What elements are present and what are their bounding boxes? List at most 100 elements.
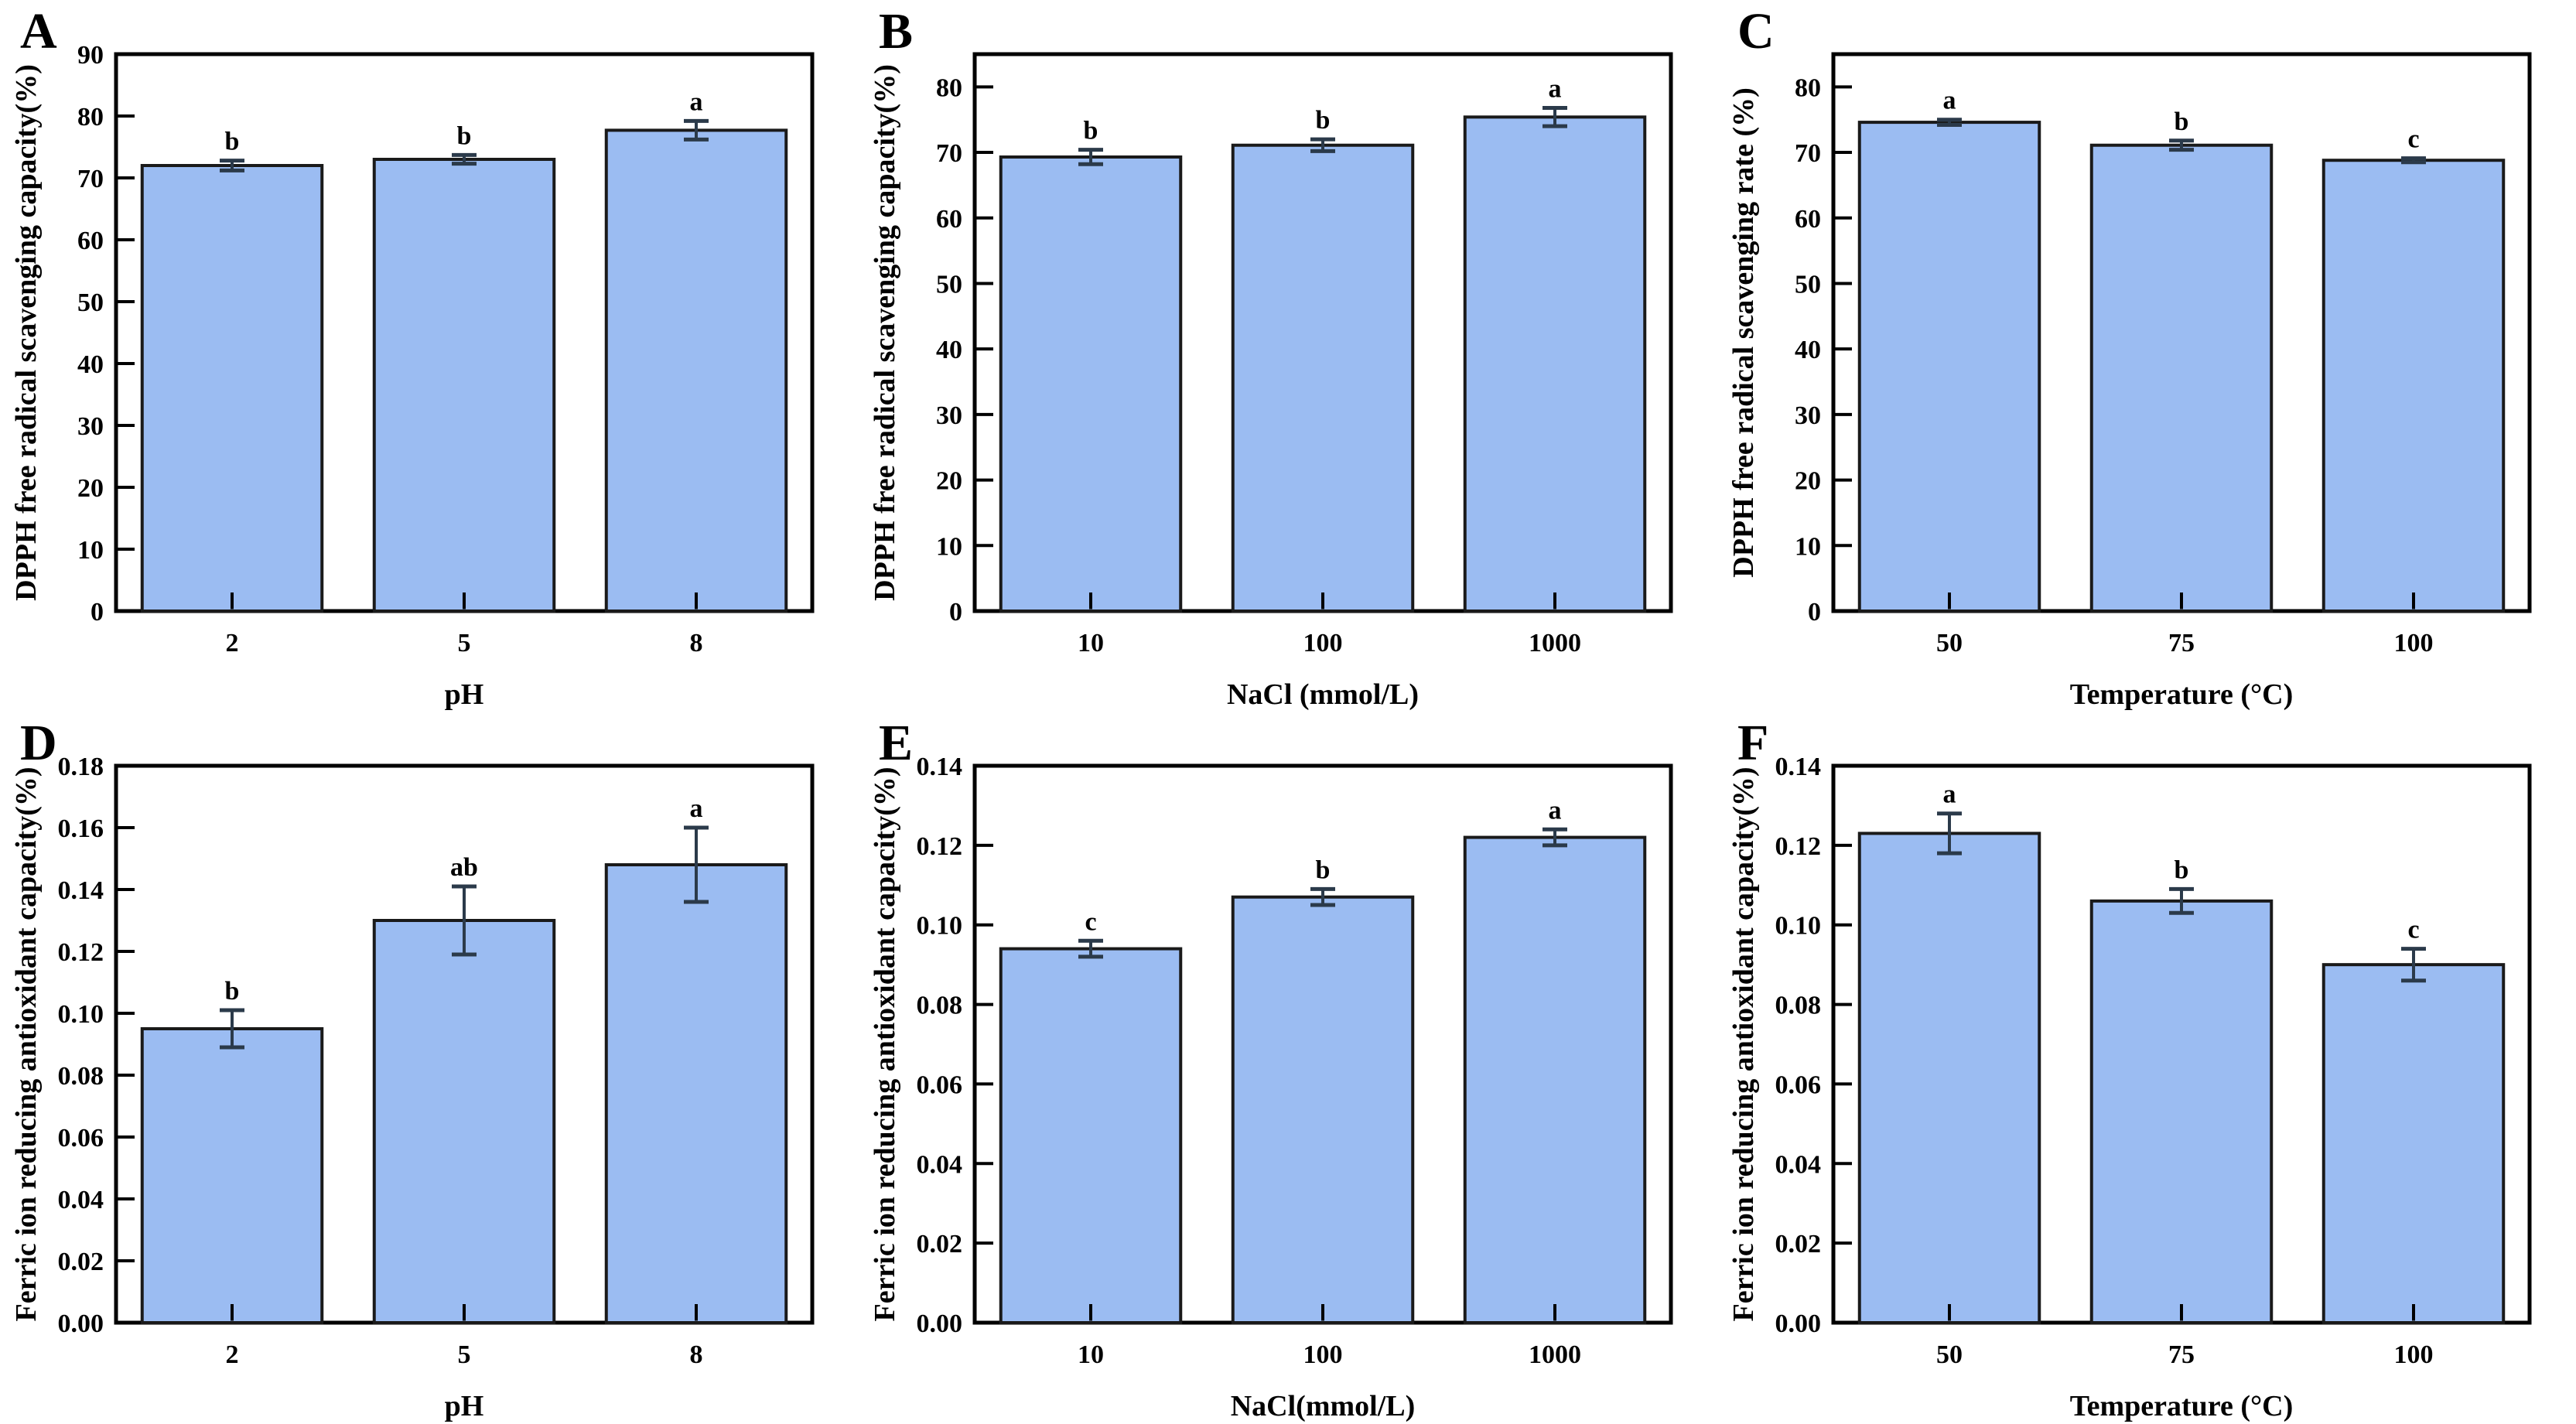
bar-chart-f: F 0.00 0.02 0.04 0.06 0.08 0.10 0.12 0.14 a 50 b 75 c… [1727, 715, 2532, 1422]
y-tick-label: 0.02 [1775, 1230, 1822, 1258]
y-axis-title: DPPH free radical scavenging capacity(%) [869, 64, 901, 601]
significance-letter: a [1943, 87, 1956, 115]
significance-letter: b [1084, 117, 1098, 145]
bar [999, 947, 1183, 1324]
bar-chart-e: E 0.00 0.02 0.04 0.06 0.08 0.10 0.12 0.14 c 10 b 100… [869, 715, 1673, 1422]
x-tick-label: 1000 [1529, 629, 1581, 657]
bar [372, 919, 556, 1324]
y-tick-label: 0.16 [58, 814, 104, 843]
y-tick-label: 60 [1795, 205, 1821, 234]
y-axis-title: Ferric ion reducing antioxidant capacity… [1727, 767, 1760, 1321]
y-tick-label: 0.00 [1775, 1310, 1822, 1338]
x-tick-label: 10 [1078, 1340, 1104, 1369]
y-tick-label: 0.00 [58, 1310, 104, 1338]
y-tick-label: 20 [936, 467, 962, 496]
y-tick-label: 70 [77, 165, 104, 193]
x-tick-label: 100 [2394, 1340, 2434, 1369]
significance-letter: c [2407, 916, 2419, 944]
x-tick-label: 1000 [1529, 1340, 1581, 1369]
y-tick-label: 0 [1808, 598, 1821, 627]
y-tick-label: 0.04 [1775, 1150, 1822, 1179]
bar-chart-d: D 0.00 0.02 0.04 0.06 0.08 0.10 0.12 0.14 0.16 0.1… [10, 715, 815, 1422]
y-tick-label: 90 [77, 41, 104, 70]
y-tick-label: 0 [91, 598, 104, 627]
significance-letter: a [1943, 780, 1956, 809]
panel-letter: E [879, 715, 913, 771]
x-axis-title: Temperature (°C) [2070, 1390, 2294, 1422]
y-tick-label: 80 [77, 103, 104, 131]
y-tick-label: 0.12 [58, 938, 104, 967]
y-axis-title: DPPH free radical scavenging capacity(%) [10, 64, 43, 601]
y-tick-label: 0.12 [917, 832, 963, 861]
y-tick-label: 0.10 [917, 912, 963, 941]
significance-letter: a [690, 794, 703, 823]
bar [1231, 895, 1415, 1324]
x-tick-label: 2 [226, 629, 239, 657]
y-tick-label: 0.00 [917, 1310, 963, 1338]
y-tick-label: 60 [77, 227, 104, 255]
y-tick-label: 0.06 [58, 1124, 104, 1153]
panel-letter: F [1737, 715, 1768, 771]
y-tick-label: 0.08 [58, 1062, 104, 1091]
bar [140, 164, 324, 613]
y-axis-title: Ferric ion reducing antioxidant capacity… [10, 767, 43, 1321]
x-tick-label: 2 [226, 1340, 239, 1369]
x-tick-label: 75 [2168, 1340, 2195, 1369]
y-tick-label: 40 [1795, 336, 1821, 364]
panel-letter: D [20, 715, 57, 771]
y-tick-label: 0.08 [1775, 992, 1822, 1020]
significance-letter: c [1085, 907, 1096, 936]
significance-letter: b [225, 128, 240, 156]
x-axis-title: pH [445, 678, 484, 711]
y-tick-label: 0.10 [1775, 912, 1822, 941]
y-tick-label: 0.18 [58, 753, 104, 781]
panel-d: D 0.00 0.02 0.04 0.06 0.08 0.10 0.12 0.14 0.16 0.1… [0, 712, 859, 1423]
x-tick-label: 100 [1303, 1340, 1343, 1369]
x-axis-title: pH [445, 1390, 484, 1422]
significance-letter: a [690, 87, 703, 116]
y-axis-title: Ferric ion reducing antioxidant capacity… [869, 767, 901, 1321]
y-tick-label: 0.02 [58, 1248, 104, 1276]
y-tick-label: 0.04 [917, 1150, 963, 1179]
y-tick-label: 0.08 [917, 992, 963, 1020]
panel-e: E 0.00 0.02 0.04 0.06 0.08 0.10 0.12 0.14 c 10 b 100… [859, 712, 1717, 1423]
panel-b: B 0 10 20 30 40 50 60 70 80 b 10 b 100 a 1000 NaCl (mmol… [859, 0, 1717, 712]
panel-letter: B [879, 3, 913, 60]
bar [2089, 143, 2274, 613]
x-axis-title: NaCl (mmol/L) [1227, 678, 1419, 711]
y-tick-label: 70 [936, 139, 962, 168]
bar [1231, 143, 1415, 613]
y-axis-title: DPPH free radical scavenging rate (%) [1727, 87, 1760, 578]
bar [604, 128, 788, 613]
x-tick-label: 50 [1936, 629, 1963, 657]
bar [1857, 832, 2041, 1324]
significance-letter: b [2175, 108, 2189, 136]
significance-letter: b [1316, 855, 1331, 884]
bar [604, 863, 788, 1324]
bar [140, 1027, 324, 1324]
x-tick-label: 100 [2394, 629, 2434, 657]
y-tick-label: 0.14 [1775, 753, 1822, 781]
x-tick-label: 5 [458, 629, 471, 657]
y-tick-label: 0.04 [58, 1186, 104, 1214]
y-tick-label: 10 [936, 532, 962, 561]
significance-letter: ab [450, 853, 478, 882]
bar-chart-b: B 0 10 20 30 40 50 60 70 80 b 10 b 100 a 1000 NaCl (mmol… [869, 3, 1673, 711]
bar [1857, 121, 2041, 613]
y-tick-label: 70 [1795, 139, 1821, 168]
x-tick-label: 75 [2168, 629, 2195, 657]
x-axis-title: Temperature (°C) [2070, 678, 2294, 711]
significance-letter: b [457, 121, 472, 150]
y-tick-label: 10 [77, 536, 104, 565]
x-tick-label: 5 [458, 1340, 471, 1369]
significance-letter: c [2407, 125, 2419, 154]
bar [372, 158, 556, 613]
x-axis-title: NaCl(mmol/L) [1231, 1390, 1416, 1422]
y-tick-label: 30 [77, 412, 104, 441]
y-tick-label: 0.02 [917, 1230, 963, 1258]
x-tick-label: 8 [690, 629, 703, 657]
bar [1463, 115, 1647, 613]
panel-letter: C [1737, 3, 1775, 60]
y-tick-label: 80 [936, 73, 962, 102]
